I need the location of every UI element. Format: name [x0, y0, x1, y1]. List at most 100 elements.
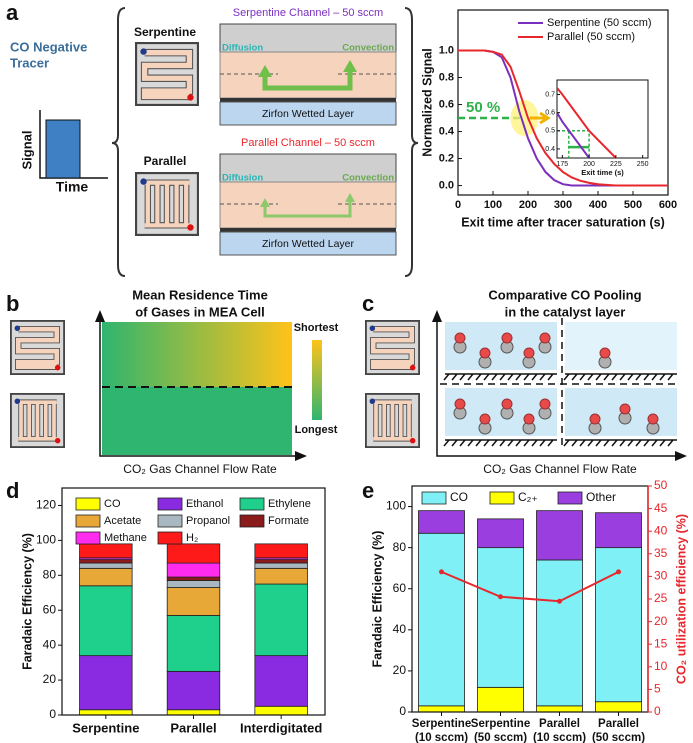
bar-segment	[418, 510, 465, 534]
x-tick-label: (10 sccm)	[533, 732, 586, 743]
bar-segment	[254, 559, 308, 564]
molecule-o	[454, 398, 466, 410]
tracer-axes	[39, 110, 108, 179]
quadrant-bg	[565, 322, 677, 370]
legend-swatch	[239, 514, 265, 528]
y-tick-label: 20	[43, 672, 57, 686]
bar-segment	[418, 705, 465, 713]
x-tick-label: Interdigitated	[240, 720, 322, 735]
legend-label: Propanol	[186, 515, 230, 527]
y-label: Normalized Signal	[420, 48, 434, 156]
x-tick-label: Parallel	[539, 718, 580, 730]
x-tick-label: 300	[554, 199, 572, 211]
y-tick-label: 80	[393, 540, 407, 554]
convection-label: Convection	[342, 173, 394, 184]
x-tick-label: Parallel	[598, 718, 639, 730]
legend-swatch	[239, 497, 265, 511]
x-tick-label: 100	[484, 199, 502, 211]
legend-swatch	[75, 531, 101, 545]
inset-y-tick-label: 0.5	[545, 128, 555, 135]
panel-title: in the catalyst layer	[505, 304, 626, 319]
bar-segment	[477, 547, 524, 688]
legend-swatch	[157, 514, 183, 528]
y-label: Faradaic Efficiency (%)	[370, 531, 384, 668]
bar-segment	[595, 701, 642, 713]
y-tick-label: 80	[43, 567, 57, 581]
legend-label: CO	[104, 498, 121, 510]
y2-tick-label: 5	[654, 682, 661, 696]
legend-swatch	[157, 497, 183, 511]
legend-swatch	[421, 491, 447, 505]
pointer-arrow	[529, 111, 551, 125]
tracer-pulse	[45, 119, 81, 179]
parallel-icon	[11, 394, 64, 447]
legend-label: Ethylene	[268, 498, 311, 510]
y-tick-label: 120	[36, 498, 56, 512]
inset-y-tick-label: 0.4	[545, 146, 555, 153]
molecule-o	[589, 413, 601, 425]
y-tick-label: 0.2	[439, 152, 454, 164]
inset-x-tick-label: 225	[610, 161, 622, 168]
serpentine-region	[102, 322, 292, 387]
bar-segment	[166, 576, 221, 581]
inset-x-label: Exit time (s)	[581, 168, 624, 177]
legend-label: Other	[586, 490, 616, 504]
channel-title: Serpentine Channel – 50 sccm	[233, 7, 383, 19]
bar-segment	[79, 562, 133, 569]
parallel-icon	[136, 173, 198, 235]
x-tick-label: Serpentine	[412, 718, 471, 730]
diffusion-label: Diffusion	[222, 43, 263, 54]
y2-tick-label: 20	[654, 614, 668, 628]
x-label: Exit time after tracer saturation (s)	[461, 215, 665, 229]
catalyst-surface	[443, 373, 557, 381]
panel-title: of Gases in MEA Cell	[135, 304, 265, 319]
y2-tick-label: 0	[654, 704, 661, 718]
colorbar-label: Shortest	[294, 322, 339, 334]
legend-swatch	[75, 514, 101, 528]
y-tick-label: 0.8	[439, 71, 454, 83]
parallel-icon	[366, 394, 419, 447]
data-line	[458, 49, 668, 187]
tracer-title: Tracer	[10, 55, 49, 70]
molecule-o	[523, 347, 535, 359]
y2-tick-label: 45	[654, 501, 668, 515]
catalyst-surface	[563, 373, 677, 381]
y2-marker	[498, 594, 503, 600]
molecule-o	[599, 347, 611, 359]
bar-segment	[79, 567, 133, 587]
bar-segment	[79, 655, 133, 711]
catalyst-quadrants	[443, 322, 677, 447]
parallel-region	[102, 387, 292, 455]
y-tick-label: 40	[393, 622, 407, 636]
legend-swatch	[157, 531, 183, 545]
channel-title: Parallel Channel – 50 sccm	[241, 137, 375, 149]
y2-tick-label: 50	[654, 478, 668, 492]
bar-segment	[536, 559, 583, 707]
y-tick-label: 1.0	[439, 44, 454, 56]
y2-tick-label: 15	[654, 636, 668, 650]
y-tick-label: 20	[393, 663, 407, 677]
panel-title: Comparative CO Pooling	[488, 287, 641, 302]
layer-label: Zirfon Wetted Layer	[262, 238, 355, 250]
y2-tick-label: 30	[654, 569, 668, 583]
divider	[440, 318, 680, 450]
panel-label: d	[6, 478, 19, 503]
plot-frame	[61, 487, 326, 716]
legend-label: Formate	[268, 515, 309, 527]
flow-field-label: Parallel	[144, 154, 187, 168]
legend-swatch	[489, 491, 515, 505]
molecule-o	[501, 398, 513, 410]
bar-segment	[254, 567, 308, 585]
convection-label: Convection	[342, 43, 394, 54]
serpentine-icon	[366, 321, 419, 374]
bar-segment	[166, 670, 221, 711]
y-label: Faradaic Efficiency (%)	[20, 533, 34, 670]
y-tick-label: 0.4	[439, 125, 455, 137]
panel-label: c	[362, 291, 374, 316]
legend-label: Acetate	[104, 515, 141, 527]
brace	[404, 7, 419, 277]
bar-segment	[254, 705, 308, 716]
x-tick-label: 0	[455, 199, 461, 211]
bar-segment	[595, 512, 642, 549]
